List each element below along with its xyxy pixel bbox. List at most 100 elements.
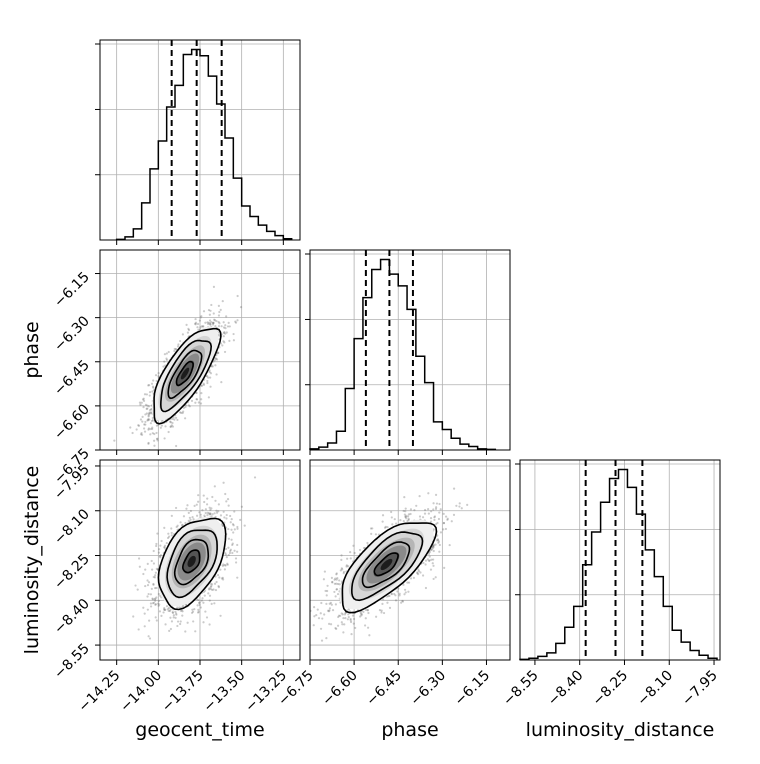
scatter-point [417,568,419,570]
scatter-point [191,400,193,402]
scatter-point [160,540,162,542]
scatter-point [221,577,223,579]
scatter-point [171,418,173,420]
scatter-point [340,569,342,571]
scatter-point [403,520,405,522]
scatter-point [165,357,167,359]
scatter-point [184,406,186,408]
scatter-point [168,431,170,433]
scatter-point [427,492,429,494]
scatter-point [244,525,246,527]
scatter-point [148,620,150,622]
scatter-point [324,570,326,572]
scatter-point [150,412,152,414]
scatter-point [440,508,442,510]
scatter-point [146,579,148,581]
scatter-point [155,603,157,605]
scatter-point [365,617,367,619]
scatter-point [197,609,199,611]
scatter-point [159,556,161,558]
scatter-point [152,419,154,421]
scatter-point [236,577,238,579]
scatter-point [437,542,439,544]
scatter-point [354,627,356,629]
scatter-point [153,562,155,564]
scatter-point [152,584,154,586]
scatter-point [218,576,220,578]
scatter-point [210,304,212,306]
scatter-point [320,628,322,630]
scatter-point [212,322,214,324]
scatter-point [177,345,179,347]
scatter-point [212,513,214,515]
scatter-point [233,510,235,512]
scatter-point [430,520,432,522]
scatter-point [222,482,224,484]
scatter-point [176,625,178,627]
scatter-point [435,506,437,508]
scatter-point [137,424,139,426]
scatter-point [167,537,169,539]
scatter-point [158,552,160,554]
scatter-point [204,595,206,597]
scatter-point [371,527,373,529]
scatter-point [203,501,205,503]
scatter-point [229,552,231,554]
histogram-steps [117,50,292,240]
scatter-point [182,410,184,412]
scatter-point [196,398,198,400]
scatter-point [188,512,190,514]
scatter-point [232,531,234,533]
scatter-point [334,627,336,629]
scatter-point [147,429,149,431]
scatter-point [173,350,175,352]
scatter-point [169,610,171,612]
scatter-point [323,578,325,580]
scatter-point [160,554,162,556]
scatter-point [171,620,173,622]
scatter-point [382,521,384,523]
scatter-point [430,510,432,512]
scatter-point [132,615,134,617]
scatter-point [201,597,203,599]
scatter-point [225,564,227,566]
scatter-point [158,600,160,602]
scatter-point [218,311,220,313]
scatter-point [195,322,197,324]
scatter-point [144,569,146,571]
scatter-point [240,306,242,308]
scatter-point [428,512,430,514]
scatter-point [172,425,174,427]
scatter-point [223,335,225,337]
panel-frame [310,250,510,450]
scatter-point [146,595,148,597]
scatter-point [164,547,166,549]
scatter-point [236,319,238,321]
scatter-point [213,312,215,314]
scatter-point [213,602,215,604]
scatter-point [203,383,205,385]
scatter-point [215,373,217,375]
scatter-point [200,514,202,516]
scatter-point [194,630,196,632]
scatter-point [139,404,141,406]
scatter-point [142,573,144,575]
scatter-point [144,431,146,433]
scatter-point [211,589,213,591]
scatter-point [342,631,344,633]
scatter-point [215,581,217,583]
scatter-point [364,624,366,626]
scatter-point [141,421,143,423]
scatter-point [155,572,157,574]
histogram-panel-geocent_time [95,40,300,245]
scatter-point [203,310,205,312]
scatter-point [313,615,315,617]
scatter-point [155,616,157,618]
scatter-point [235,557,237,559]
scatter-point [330,623,332,625]
scatter-point [145,404,147,406]
scatter-point [196,326,198,328]
scatter-point [164,425,166,427]
scatter-point [407,515,409,517]
scatter-point [226,556,228,558]
